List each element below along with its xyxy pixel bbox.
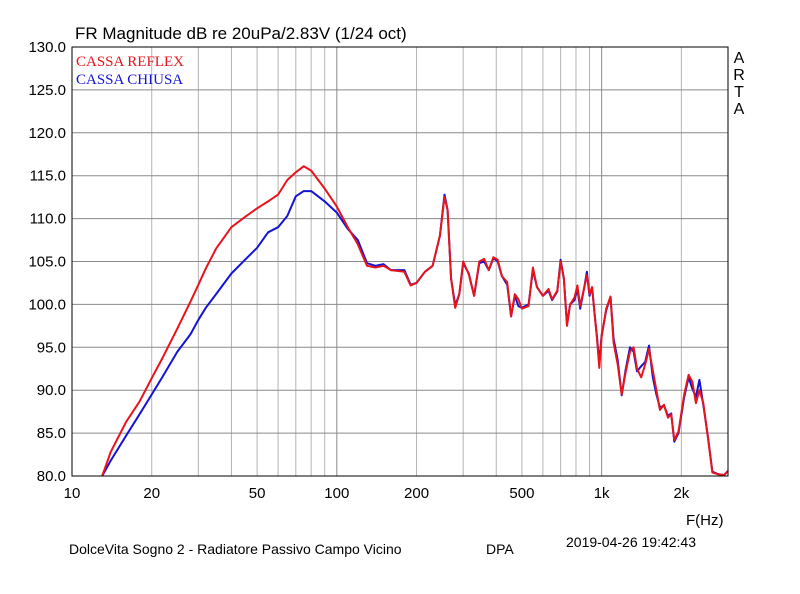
x-tick-label: 2k xyxy=(673,485,689,502)
arta-letter: R xyxy=(733,67,745,84)
arta-letter: T xyxy=(734,84,744,101)
x-tick-label: 20 xyxy=(143,485,160,502)
y-tick-label: 105.0 xyxy=(28,254,66,271)
y-tick-label: 80.0 xyxy=(37,468,66,485)
y-tick-label: 110.0 xyxy=(30,211,66,228)
x-tick-label: 1k xyxy=(594,485,610,502)
footer-tag: DPA xyxy=(486,541,514,557)
x-tick-label: 10 xyxy=(64,485,81,502)
y-tick-label: 130.0 xyxy=(28,39,66,56)
plot-frame xyxy=(71,46,729,477)
x-tick-label: 100 xyxy=(324,485,349,502)
x-tick-label: 50 xyxy=(249,485,266,502)
footer-timestamp: 2019-04-26 19:42:43 xyxy=(566,534,696,550)
x-tick-label: 500 xyxy=(509,485,534,502)
y-tick-label: 90.0 xyxy=(37,382,66,399)
x-axis-ticks: 10 20 50 100 200 500 1k 2k xyxy=(64,485,690,502)
chart-title: FR Magnitude dB re 20uPa/2.83V (1/24 oct… xyxy=(75,24,407,43)
y-tick-label: 115.0 xyxy=(30,168,66,185)
arta-letter: A xyxy=(734,50,745,67)
arta-letter: A xyxy=(734,101,745,118)
y-tick-label: 100.0 xyxy=(28,296,66,313)
y-tick-label: 95.0 xyxy=(37,339,66,356)
series-lines xyxy=(101,165,729,477)
series-line xyxy=(101,165,729,477)
grid xyxy=(72,47,728,476)
y-tick-label: 125.0 xyxy=(28,82,66,99)
x-tick-label: 200 xyxy=(404,485,429,502)
legend: CASSA REFLEX CASSA CHIUSA xyxy=(76,54,184,88)
legend-entry: CASSA REFLEX xyxy=(76,54,184,70)
x-axis-label: F(Hz) xyxy=(686,512,724,529)
legend-entry: CASSA CHIUSA xyxy=(76,72,183,88)
y-axis-ticks: 130.0 125.0 120.0 115.0 110.0 105.0 100.0 95.0 9… xyxy=(28,39,66,485)
footer-description: DolceVita Sogno 2 - Radiatore Passivo Ca… xyxy=(69,541,402,557)
y-tick-label: 85.0 xyxy=(37,425,66,442)
y-tick-label: 120.0 xyxy=(28,125,66,142)
